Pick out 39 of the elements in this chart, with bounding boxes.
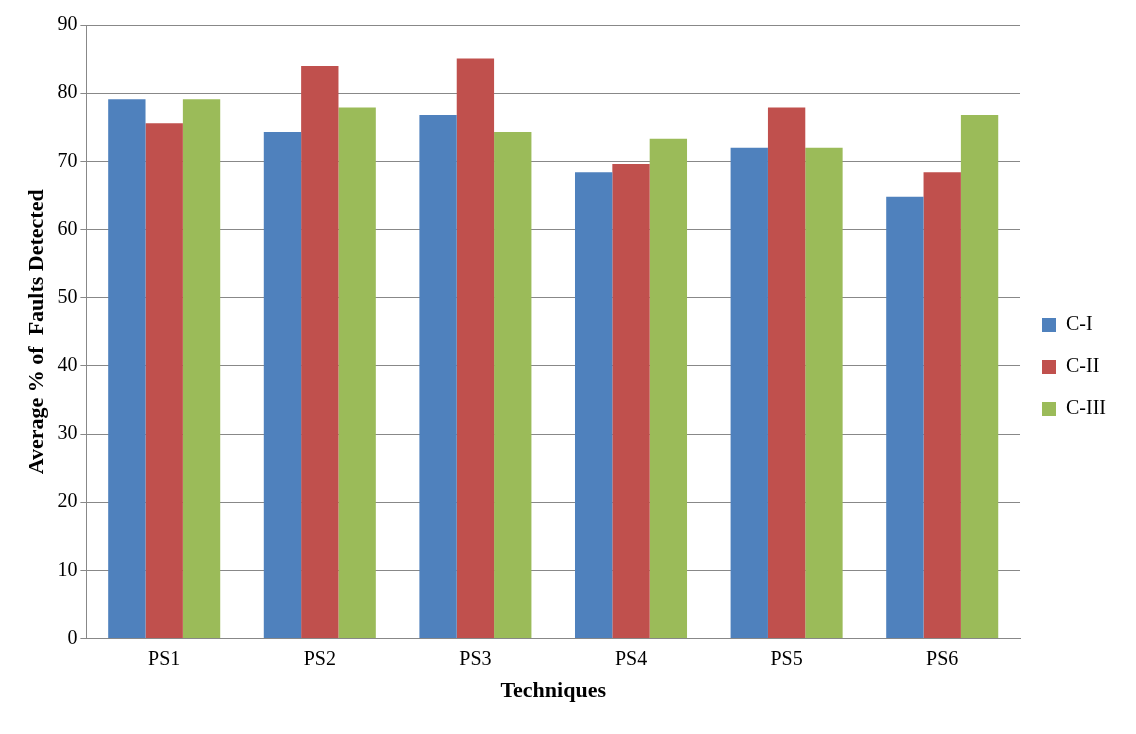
legend-label: C-I — [1066, 312, 1093, 335]
bar — [338, 107, 376, 639]
y-tick-label: 80 — [57, 80, 78, 103]
x-axis-title: Techniques — [500, 677, 607, 703]
legend-label: C-II — [1066, 354, 1100, 377]
bar — [263, 132, 302, 639]
bar — [649, 138, 688, 639]
bar — [960, 115, 999, 639]
y-tick-label: 0 — [67, 625, 78, 648]
bar — [886, 196, 924, 639]
x-tick-label: PS1 — [148, 646, 181, 669]
bar — [145, 123, 183, 639]
x-tick-label: PS4 — [614, 646, 648, 669]
legend-label: C-III — [1066, 396, 1106, 419]
bar — [419, 115, 457, 639]
y-tick-label: 40 — [57, 353, 78, 376]
x-tick-label: PS5 — [770, 646, 803, 669]
y-tick-label: 20 — [57, 489, 78, 512]
bar — [574, 172, 613, 639]
bar — [108, 99, 146, 639]
y-tick-label: 90 — [57, 12, 78, 35]
bar — [494, 132, 532, 639]
bar — [182, 99, 221, 639]
x-tick-label: PS2 — [303, 646, 336, 669]
y-axis-title: Average % of Faults Detected — [22, 189, 48, 475]
y-tick-label: 30 — [57, 421, 78, 444]
y-tick-label: 10 — [57, 557, 78, 580]
x-tick-label: PS3 — [459, 646, 492, 669]
bar — [301, 65, 339, 639]
bar — [730, 147, 768, 639]
y-tick-label: 50 — [57, 284, 78, 307]
bar — [805, 147, 843, 639]
bar — [456, 58, 495, 639]
bar — [612, 164, 650, 639]
x-tick-label: PS6 — [926, 646, 959, 669]
y-tick-label: 60 — [57, 216, 78, 239]
bar — [923, 172, 961, 639]
y-tick-label: 70 — [57, 148, 78, 171]
bar — [767, 107, 806, 639]
